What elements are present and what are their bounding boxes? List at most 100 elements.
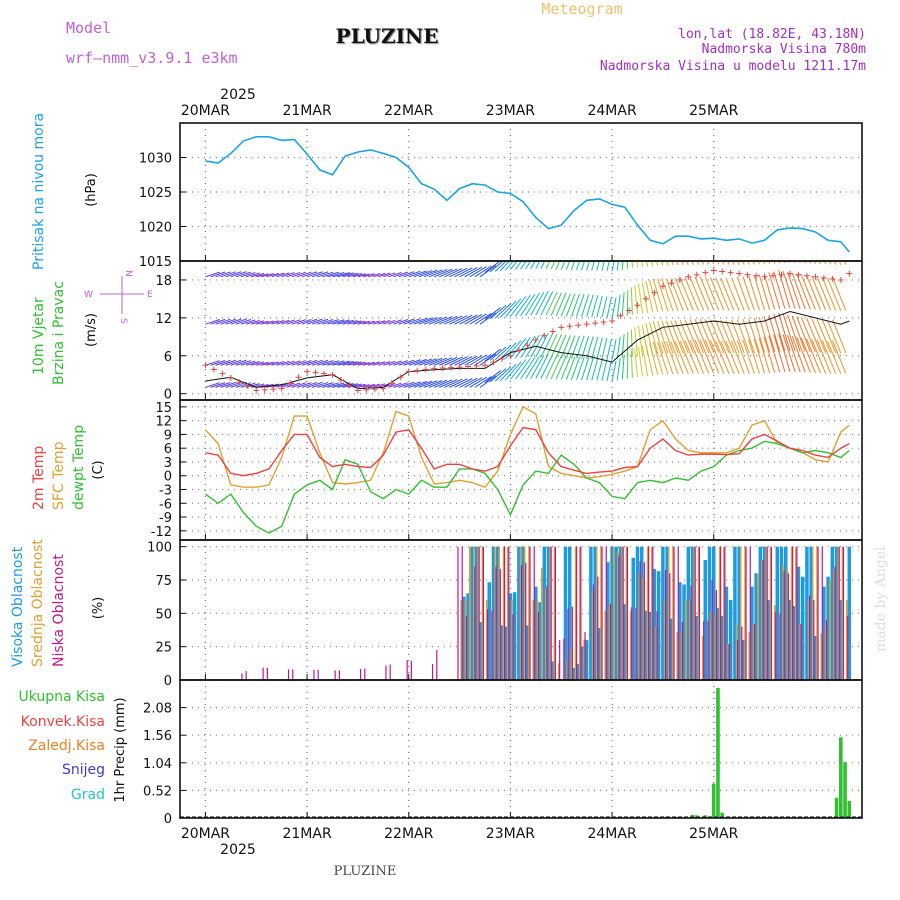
low-cloud-bar xyxy=(681,622,684,680)
low-cloud-bar xyxy=(762,560,764,680)
wind-arrow xyxy=(245,272,260,278)
low-cloud-bar xyxy=(529,546,531,680)
low-cloud-bar xyxy=(550,546,552,680)
wind-arrow xyxy=(545,354,558,379)
high-cloud-bar xyxy=(720,616,724,680)
mid-cloud-bar xyxy=(663,600,666,680)
wind-arrow xyxy=(306,381,323,388)
wind-arrow xyxy=(606,261,610,272)
wind-arrow xyxy=(428,379,448,388)
wind-arrow xyxy=(715,319,730,354)
low-cloud-bar xyxy=(537,612,540,680)
wind-arrow xyxy=(768,335,781,373)
low-cloud-bar xyxy=(813,600,815,680)
wind-arrow xyxy=(378,272,391,278)
wind-arrow xyxy=(782,271,796,309)
wind-arrow xyxy=(689,319,705,354)
wind-subtitle: Brzina i Pravac xyxy=(51,281,67,385)
mid-cloud-bar xyxy=(833,568,835,680)
high-cloud-bar xyxy=(779,546,784,680)
wind-arrow xyxy=(689,340,705,374)
low-cloud-bar xyxy=(482,546,484,680)
wind-arrow xyxy=(322,319,339,325)
wind-arrow xyxy=(291,382,306,388)
wind-arrow xyxy=(550,261,556,270)
mid-cloud-bar xyxy=(549,546,551,680)
wind-arrow xyxy=(704,276,720,311)
precipitation-ytick-label: 1.56 xyxy=(143,729,172,744)
wind-arrow xyxy=(489,368,507,383)
elevation-label: Nadmorska Visina 780m xyxy=(702,42,867,57)
wind-arrow xyxy=(276,382,290,388)
wind-gust-marker xyxy=(371,386,378,393)
wind-gust-marker xyxy=(363,386,370,393)
low-cloud-bar xyxy=(546,585,548,680)
wind-arrow xyxy=(748,339,760,374)
wind-arrow xyxy=(342,361,358,366)
mid-cloud-bar xyxy=(570,648,573,680)
wind-arrow xyxy=(205,382,220,388)
wind-gust-marker xyxy=(693,271,700,278)
wind-arrow xyxy=(606,360,612,382)
wind-gust-marker xyxy=(524,342,531,349)
wind-arrow xyxy=(747,261,750,265)
low-cloud-bar xyxy=(491,610,493,680)
wind-arrow xyxy=(843,261,847,265)
wind-arrow xyxy=(479,265,497,278)
wind-arrow xyxy=(634,285,638,314)
compass-south: S xyxy=(118,318,128,324)
wind-arrow xyxy=(474,376,492,388)
wind-gust-marker xyxy=(388,379,395,386)
mid-cloud-bar xyxy=(744,546,746,680)
wind-arrow xyxy=(555,292,567,317)
wind-arrow xyxy=(657,321,669,354)
wind-arrow xyxy=(596,295,603,318)
wind-gust-marker xyxy=(786,270,793,277)
high-cloud-bar xyxy=(690,546,695,680)
wind-speed-line xyxy=(205,310,850,390)
wind-arrow xyxy=(276,319,290,325)
sfc-temp-line xyxy=(204,405,850,489)
wind-arrow xyxy=(499,342,517,360)
wind-arrows xyxy=(205,261,847,388)
wind-arrow xyxy=(286,271,301,278)
wind-arrow xyxy=(821,340,837,374)
wind-arrow xyxy=(699,339,715,374)
low-cloud-bar xyxy=(783,571,785,680)
mid-cloud-bar xyxy=(773,605,776,680)
wind-arrow xyxy=(449,315,468,325)
wind-arrow xyxy=(555,334,567,359)
wind-arrow xyxy=(484,370,501,383)
mid-cloud-bar xyxy=(756,573,759,680)
wind-arrow xyxy=(286,382,301,388)
mid-cloud-bar xyxy=(828,580,831,680)
wind-arrow xyxy=(689,276,705,311)
wind-arrow xyxy=(611,360,617,382)
low-cloud-bar xyxy=(622,546,624,680)
top-day-label: 23MAR xyxy=(486,103,535,119)
low-cloud-bar xyxy=(406,660,408,680)
wind-gust-marker xyxy=(617,312,624,319)
low-cloud-bar xyxy=(631,607,633,680)
high-cloud-bar xyxy=(495,546,500,680)
wind-arrow xyxy=(686,261,689,265)
wind-arrow xyxy=(811,339,827,374)
wind-arrow xyxy=(362,273,375,278)
wind-gust-marker xyxy=(397,374,404,381)
low-cloud-bar xyxy=(287,669,290,680)
low-cloud-bar xyxy=(571,606,573,680)
wind-arrow xyxy=(398,359,415,366)
mid-cloud-bar xyxy=(676,632,678,680)
wind-arrow xyxy=(413,317,432,325)
wind-arrow xyxy=(317,271,334,278)
wind-gust-marker xyxy=(473,362,480,369)
wind-gust-marker xyxy=(609,318,616,325)
wind-arrow xyxy=(806,338,821,374)
wind-arrow xyxy=(525,292,540,316)
wind-gust-marker xyxy=(642,295,649,302)
high-cloud-bar xyxy=(767,600,771,680)
wind-arrow xyxy=(479,375,497,388)
low-cloud-bar xyxy=(842,546,845,680)
wind-arrow xyxy=(449,267,468,278)
wind-arrow xyxy=(621,355,625,380)
